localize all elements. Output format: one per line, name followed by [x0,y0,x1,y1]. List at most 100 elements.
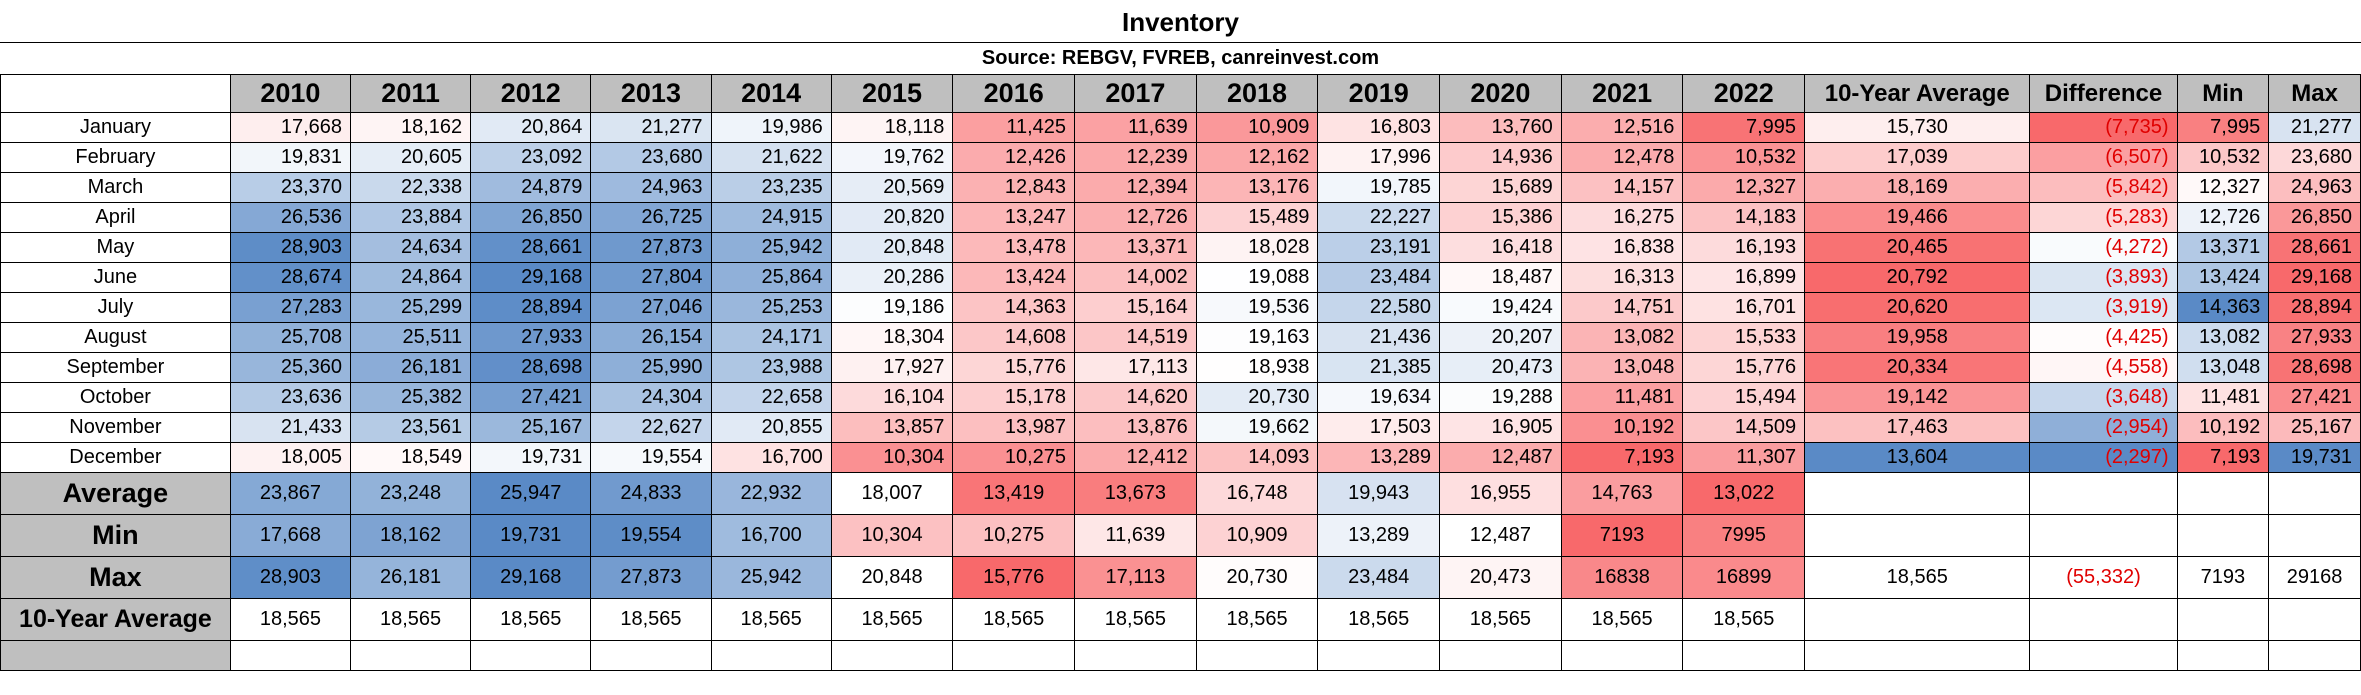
summary-cell: 18,007 [830,472,954,515]
table-cell: 10,304 [830,442,954,473]
row-label: January [0,112,231,143]
empty-cell [2029,640,2178,671]
summary-cell: 18,565 [1560,598,1684,641]
table-cell: 21,277 [590,112,712,143]
column-header: 2020 [1439,74,1562,113]
table-cell: 19,831 [229,142,352,173]
table-cell: 12,726 [1074,202,1197,233]
table-row: January 17,668 18,162 20,864 21,277 19,986 18,… [0,112,2361,143]
table-cell: (5,842) [2029,172,2178,203]
summary-row: Min 17,668 18,162 19,731 19,554 16,700 10,304 1… [0,514,2361,557]
table-cell: (3,919) [2029,292,2178,323]
table-cell: 10,192 [2176,412,2270,443]
header-row: 2010 2011 2012 2013 2014 2015 2016 2017 2018 2019… [0,74,2361,113]
table-cell: 19,466 [1804,202,2031,233]
table-cell: 22,658 [710,382,832,413]
summary-cell: 23,484 [1317,556,1441,599]
table-cell: 22,627 [590,412,712,443]
table-cell: 20,730 [1195,382,1319,413]
table-cell: 12,726 [2176,202,2270,233]
table-cell: 28,903 [229,232,352,263]
table-cell: 23,680 [590,142,712,173]
summary-cell: 10,275 [952,514,1076,557]
summary-cell: 7193 [1560,514,1684,557]
summary-cell: (55,332) [2029,556,2178,599]
empty-cell [229,640,352,671]
table-cell: 19,785 [1317,172,1441,203]
table-cell: 11,481 [2176,382,2270,413]
table-cell: 23,884 [349,202,472,233]
table-cell: 18,487 [1439,262,1562,293]
table-cell: 21,385 [1317,352,1441,383]
table-row: September 25,360 26,181 28,698 25,990 23,988 1… [0,352,2361,383]
summary-cell: 17,113 [1074,556,1197,599]
table-cell: 11,481 [1560,382,1684,413]
table-cell: 12,487 [1439,442,1562,473]
table-cell: 10,275 [952,442,1076,473]
table-cell: 20,820 [830,202,954,233]
table-cell: 26,536 [229,202,352,233]
table-cell: 23,092 [470,142,592,173]
table-cell: 16,418 [1439,232,1562,263]
table-cell: 10,192 [1560,412,1684,443]
table-cell: 27,873 [590,232,712,263]
table-cell: 19,536 [1195,292,1319,323]
empty-cell [1317,640,1441,671]
row-label: May [0,232,231,263]
table-cell: 20,569 [830,172,954,203]
table-cell: 23,484 [1317,262,1441,293]
table-cell: 22,580 [1317,292,1441,323]
summary-cell [2029,472,2178,515]
table-cell: 13,048 [1560,352,1684,383]
table-row: July 27,283 25,299 28,894 27,046 25,253 19,186… [0,292,2361,323]
column-header: 2015 [830,74,954,113]
table-cell: 17,463 [1804,412,2031,443]
empty-cell [1195,640,1319,671]
summary-cell: 25,942 [710,556,832,599]
table-cell: 15,178 [952,382,1076,413]
table-subtitle: Source: REBGV, FVREB, canreinvest.com [0,43,2361,75]
table-cell: 21,433 [229,412,352,443]
table-cell: 20,605 [349,142,472,173]
table-cell: (2,297) [2029,442,2178,473]
table-cell: 14,363 [2176,292,2270,323]
table-cell: 15,730 [1804,112,2031,143]
summary-cell: 18,565 [1439,598,1562,641]
summary-cell [1804,514,2031,557]
summary-row-label: 10-Year Average [0,598,231,641]
table-row: February 19,831 20,605 23,092 23,680 21,622 19… [0,142,2361,173]
table-cell: 25,360 [229,352,352,383]
empty-cell [830,640,954,671]
table-cell: 20,864 [470,112,592,143]
table-cell: 20,473 [1439,352,1562,383]
summary-cell: 17,668 [229,514,352,557]
table-cell: 18,169 [1804,172,2031,203]
table-cell: 13,424 [952,262,1076,293]
table-cell: 18,938 [1195,352,1319,383]
table-cell: 14,157 [1560,172,1684,203]
table-cell: (4,272) [2029,232,2178,263]
summary-cell [2268,598,2361,641]
table-cell: 18,304 [830,322,954,353]
table-cell: 19,958 [1804,322,2031,353]
table-cell: 15,689 [1439,172,1562,203]
table-cell: 20,792 [1804,262,2031,293]
table-cell: 28,661 [2268,232,2361,263]
summary-cell: 25,947 [470,472,592,515]
table-cell: (2,954) [2029,412,2178,443]
summary-cell: 26,181 [349,556,472,599]
table-cell: 13,082 [1560,322,1684,353]
table-cell: (6,507) [2029,142,2178,173]
summary-cell: 18,565 [349,598,472,641]
table-cell: 27,933 [470,322,592,353]
table-cell: (4,425) [2029,322,2178,353]
table-cell: 25,864 [710,262,832,293]
table-cell: 11,425 [952,112,1076,143]
column-header: 2012 [470,74,592,113]
table-cell: 26,181 [349,352,472,383]
table-row: April 26,536 23,884 26,850 26,725 24,915 20,82… [0,202,2361,233]
table-cell: (3,893) [2029,262,2178,293]
table-cell: 13,176 [1195,172,1319,203]
table-cell: 26,725 [590,202,712,233]
summary-cell: 7193 [2176,556,2270,599]
